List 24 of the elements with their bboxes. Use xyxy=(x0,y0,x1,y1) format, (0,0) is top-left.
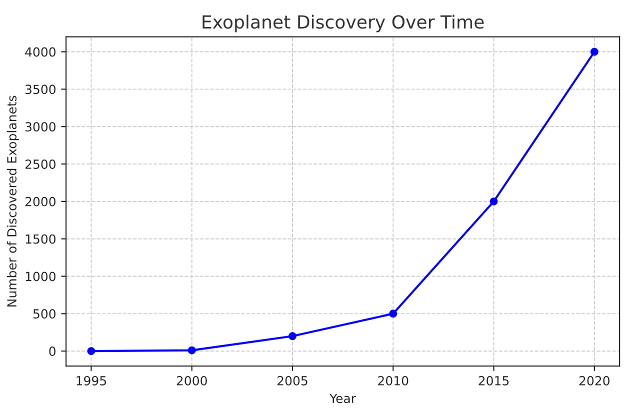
x-tick-label: 2020 xyxy=(579,376,610,386)
y-tick-label: 4000 xyxy=(25,47,56,57)
point xyxy=(288,332,296,340)
point xyxy=(490,197,498,206)
point xyxy=(188,346,196,354)
chart-title: Exoplanet Discovery Over Time xyxy=(202,14,484,32)
y-tick-label: 1000 xyxy=(26,272,56,282)
y-tick-label: 3000 xyxy=(25,122,56,132)
y-axis-title: Number of Discovered Exoplanets xyxy=(6,96,19,306)
y-tick-label: 0 xyxy=(49,346,56,356)
point xyxy=(87,347,96,356)
y-tick-label: 500 xyxy=(33,309,56,319)
point xyxy=(590,48,598,56)
x-tick-label: 2015 xyxy=(478,376,509,386)
x-tick-label: 2005 xyxy=(277,376,308,386)
x-axis-title: Year xyxy=(330,394,356,404)
x-tick-label: 1995 xyxy=(76,376,106,386)
y-tick-label: 1500 xyxy=(26,234,56,244)
x-tick-label: 2010 xyxy=(378,376,408,386)
point xyxy=(389,310,398,318)
y-tick-label: 3500 xyxy=(25,84,56,94)
x-tick-label: 2000 xyxy=(176,376,207,386)
y-tick-label: 2000 xyxy=(25,196,56,206)
y-tick-label: 2500 xyxy=(25,159,56,169)
